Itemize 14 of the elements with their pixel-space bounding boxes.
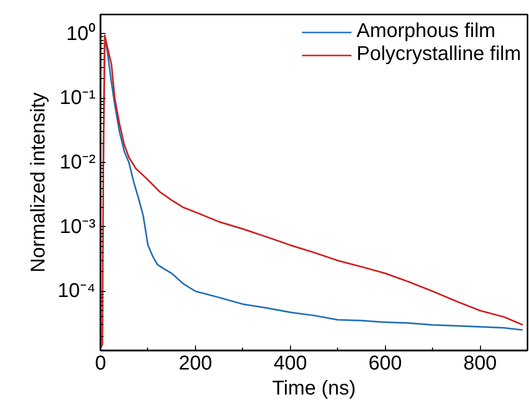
x-tick-label: 800 <box>463 352 497 374</box>
x-tick-label: 600 <box>368 352 402 374</box>
y-tick-label: 10⁻⁴ <box>58 280 96 302</box>
x-tick-label: 400 <box>274 352 307 374</box>
x-tick-label: 0 <box>94 352 106 374</box>
y-tick-label: 10⁰ <box>66 22 96 45</box>
x-tick-label: 200 <box>178 352 212 374</box>
y-tick-label: 10⁻³ <box>60 216 96 238</box>
legend-label: Polycrystalline film <box>356 43 521 66</box>
y-tick-label: 10⁻¹ <box>60 87 96 110</box>
y-tick-label: 10⁻² <box>60 152 96 174</box>
legend-label: Amorphous film <box>356 20 496 43</box>
y-axis-title: Normalized intensity <box>28 92 50 273</box>
x-axis-title: Time (ns) <box>272 378 356 400</box>
